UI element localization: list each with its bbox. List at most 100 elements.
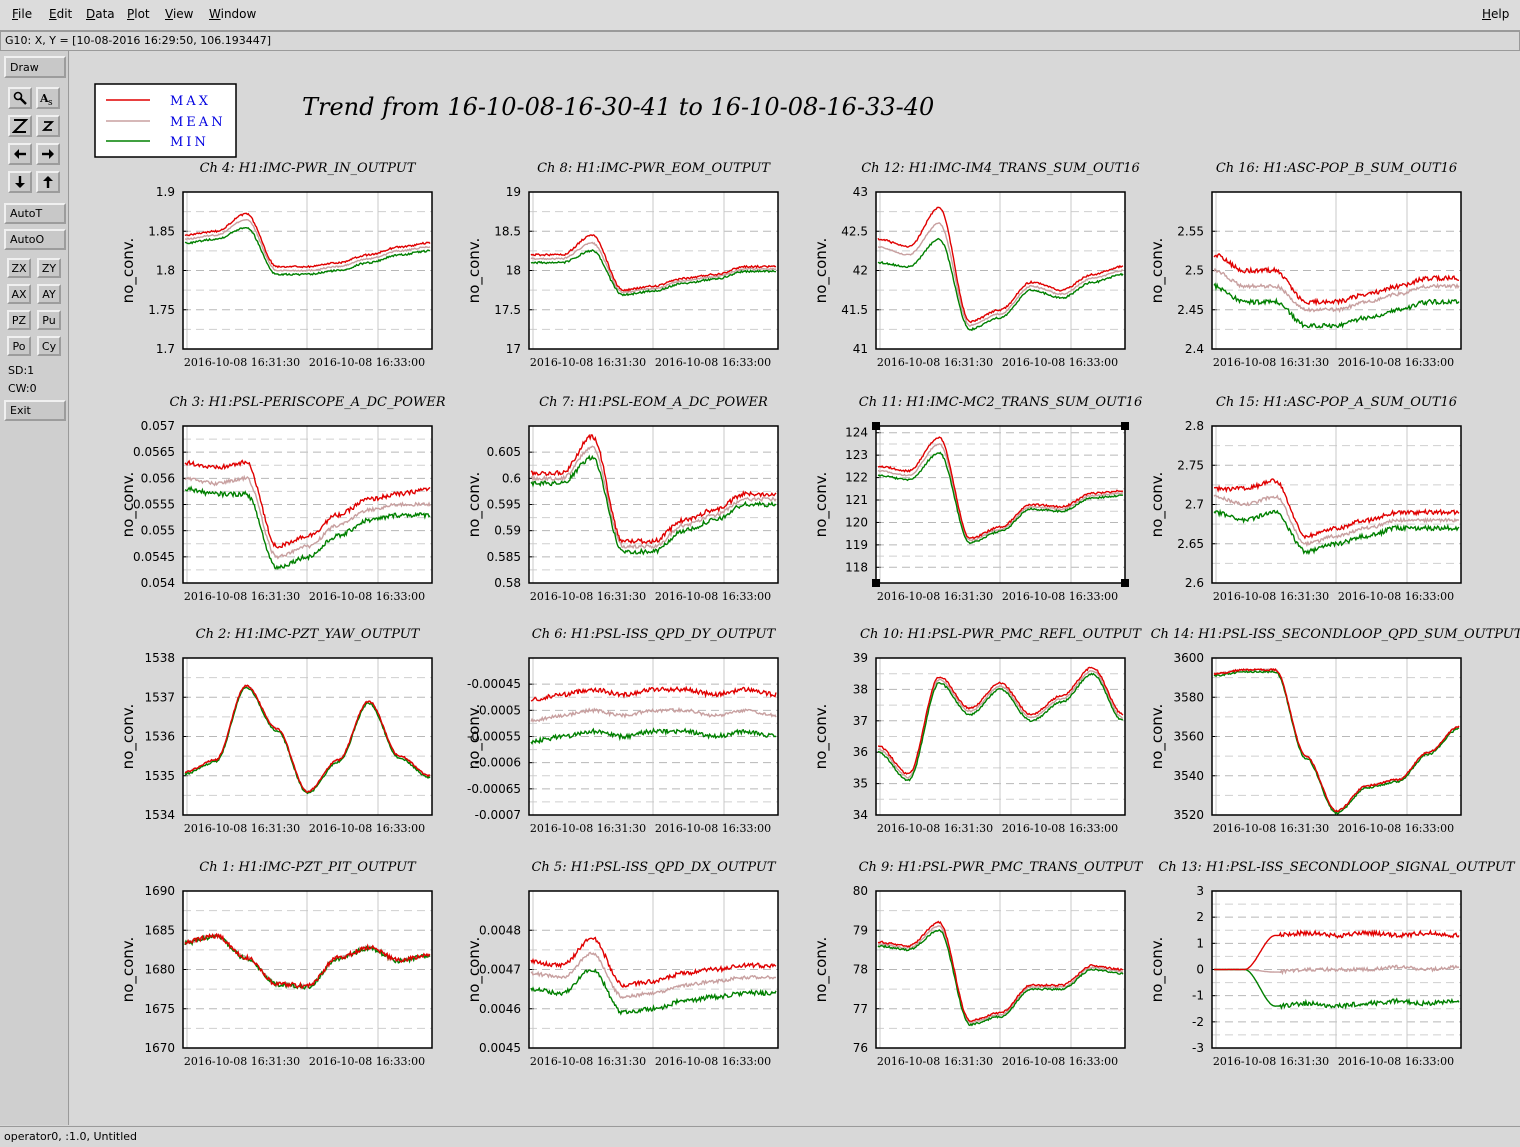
- plot-frame: [1211, 191, 1462, 350]
- plot-title: Ch 1: H1:IMC-PZT_PIT_OUTPUT: [199, 860, 417, 875]
- menu-window[interactable]: Window: [209, 7, 257, 21]
- x-tick-label: 2016-10-08 16:31:30: [184, 590, 300, 603]
- y-axis-label: no_conv.: [465, 937, 484, 1003]
- selection-handle[interactable]: [1121, 422, 1129, 430]
- pan-right-button[interactable]: [36, 143, 60, 165]
- exit-button[interactable]: Exit: [4, 400, 66, 421]
- y-axis-label: no_conv.: [119, 704, 138, 770]
- series-mean-line: [184, 218, 431, 273]
- zy-button[interactable]: ZY: [37, 258, 61, 278]
- x-tick-label: 2016-10-08 16:31:30: [877, 1055, 993, 1068]
- plot-panel[interactable]: Ch 4: H1:IMC-PWR_IN_OUTPUT 1.9 1.85 1.8 1.75…: [119, 161, 433, 369]
- plot-panel[interactable]: Ch 2: H1:IMC-PZT_YAW_OUTPUT 1538 1537 1536 1…: [119, 627, 433, 835]
- plot-frame: [528, 657, 779, 816]
- plot-panel[interactable]: Ch 7: H1:PSL-EOM_A_DC_POWER 0.605 0.6 0.595…: [465, 395, 779, 603]
- y-axis-label: no_conv.: [812, 937, 831, 1003]
- plot-panel[interactable]: Ch 9: H1:PSL-PWR_PMC_TRANS_OUTPUT 80 79 78 7…: [812, 860, 1144, 1068]
- y-tick-label: -0.00065: [467, 782, 521, 796]
- draw-button[interactable]: Draw: [4, 56, 66, 78]
- x-tick-label: 2016-10-08 16:33:00: [655, 590, 771, 603]
- plot-panel[interactable]: Ch 12: H1:IMC-IM4_TRANS_SUM_OUT16 43 42.5 4…: [812, 161, 1140, 369]
- series-max-line: [877, 666, 1124, 775]
- y-tick-label: 2: [1196, 910, 1204, 924]
- x-tick-label: 2016-10-08 16:31:30: [530, 356, 646, 369]
- pan-left-button[interactable]: [8, 143, 32, 165]
- y-tick-label: 78: [853, 963, 868, 977]
- x-tick-label: 2016-10-08 16:31:30: [1213, 356, 1329, 369]
- sd-status: SD:1: [8, 364, 35, 377]
- plot-frame: [875, 425, 1126, 584]
- plot-panel[interactable]: Ch 11: H1:IMC-MC2_TRANS_SUM_OUT16 124 123 1…: [812, 395, 1142, 603]
- x-tick-label: 2016-10-08 16:33:00: [655, 1055, 771, 1068]
- ay-button[interactable]: AY: [37, 284, 61, 304]
- series-max-line: [184, 684, 431, 793]
- y-tick-label: 1538: [144, 651, 175, 665]
- y-tick-label: 0: [1196, 963, 1204, 977]
- y-tick-label: 1.75: [148, 303, 175, 317]
- pu-button[interactable]: Pu: [37, 310, 61, 330]
- y-tick-label: 17.5: [494, 303, 521, 317]
- plot-panel[interactable]: Ch 1: H1:IMC-PZT_PIT_OUTPUT 1690 1685 1680 1…: [119, 860, 433, 1068]
- zx-button[interactable]: ZX: [7, 258, 31, 278]
- menu-data[interactable]: Data: [86, 7, 115, 21]
- zoom-z-large-icon: [12, 119, 28, 133]
- series-min-line: [877, 929, 1124, 1027]
- selection-handle[interactable]: [872, 579, 880, 587]
- series-min-line: [530, 454, 777, 556]
- pz-button[interactable]: PZ: [7, 310, 31, 330]
- autot-button[interactable]: AutoT: [4, 203, 66, 224]
- y-axis-label: no_conv.: [119, 472, 138, 538]
- cy-button[interactable]: Cy: [37, 336, 61, 356]
- series-min-line: [184, 226, 431, 277]
- pan-down-button[interactable]: [8, 171, 32, 193]
- series-mean-line: [530, 706, 777, 723]
- coordinate-readout-bar: G10: X, Y = [10-08-2016 16:29:50, 106.19…: [0, 31, 1520, 51]
- plot-panel[interactable]: Ch 13: H1:PSL-ISS_SECONDLOOP_SIGNAL_OUTP…: [1148, 860, 1516, 1068]
- po-button[interactable]: Po: [7, 336, 31, 356]
- selection-handle[interactable]: [872, 422, 880, 430]
- menu-plot[interactable]: Plot: [127, 7, 150, 21]
- plot-panel[interactable]: Ch 6: H1:PSL-ISS_QPD_DY_OUTPUT -0.00045 -0…: [465, 627, 779, 835]
- arrow-right-icon: [42, 149, 54, 159]
- plot-title: Ch 3: H1:PSL-PERISCOPE_A_DC_POWER: [169, 395, 445, 410]
- plot-panel[interactable]: Ch 10: H1:PSL-PWR_PMC_REFL_OUTPUT 39 38 37 3…: [812, 627, 1142, 835]
- y-tick-label: 1.8: [156, 264, 175, 278]
- y-tick-label: 41.5: [841, 303, 868, 317]
- plot-title: Ch 11: H1:IMC-MC2_TRANS_SUM_OUT16: [859, 395, 1142, 410]
- plot-title: Ch 16: H1:ASC-POP_B_SUM_OUT16: [1216, 161, 1457, 176]
- y-tick-label: 77: [853, 1002, 868, 1016]
- y-tick-label: 1.7: [156, 342, 175, 356]
- plot-frame: [182, 890, 433, 1049]
- y-tick-label: 0.59: [494, 524, 521, 538]
- menu-file[interactable]: File: [12, 7, 33, 21]
- plot-panel[interactable]: Ch 14: H1:PSL-ISS_SECONDLOOP_QPD_SUM_OUT…: [1148, 627, 1520, 835]
- menu-edit[interactable]: Edit: [49, 7, 73, 21]
- pointer-tool-button[interactable]: [8, 87, 32, 109]
- plot-panel[interactable]: Ch 5: H1:PSL-ISS_QPD_DX_OUTPUT 0.0048 0.00…: [465, 860, 779, 1068]
- plot-panel[interactable]: Ch 16: H1:ASC-POP_B_SUM_OUT16 2.55 2.5 2.45…: [1148, 161, 1462, 369]
- selection-handle[interactable]: [1121, 579, 1129, 587]
- menu-view[interactable]: View: [165, 7, 194, 21]
- zoom-in-button[interactable]: [8, 115, 32, 137]
- plot-title: Ch 13: H1:PSL-ISS_SECONDLOOP_SIGNAL_OUTP…: [1158, 860, 1515, 875]
- plot-panel[interactable]: Ch 3: H1:PSL-PERISCOPE_A_DC_POWER 0.057 0.…: [119, 395, 446, 603]
- y-axis-label: no_conv.: [1148, 937, 1167, 1003]
- menu-help[interactable]: Help: [1482, 7, 1510, 21]
- plot-title: Ch 4: H1:IMC-PWR_IN_OUTPUT: [200, 161, 417, 176]
- y-tick-label: 3580: [1173, 690, 1204, 704]
- series-max-line: [877, 206, 1124, 324]
- ax-button[interactable]: AX: [7, 284, 31, 304]
- x-tick-label: 2016-10-08 16:33:00: [309, 590, 425, 603]
- pan-up-button[interactable]: [36, 171, 60, 193]
- series-min-line: [877, 451, 1124, 545]
- plot-panel[interactable]: Ch 15: H1:ASC-POP_A_SUM_OUT16 2.8 2.75 2.7 2…: [1148, 395, 1462, 603]
- autoo-button[interactable]: AutoO: [4, 229, 66, 250]
- plot-canvas[interactable]: MAX MEAN MIN Trend from 16-10-08-16-30-41 t…: [70, 51, 1520, 1125]
- plot-frame: [528, 890, 779, 1049]
- zoom-out-button[interactable]: [36, 115, 60, 137]
- status-bar: operator0, :1.0, Untitled: [0, 1126, 1520, 1147]
- trend-plots: MAX MEAN MIN Trend from 16-10-08-16-30-41 t…: [94, 83, 1520, 1068]
- plot-panel[interactable]: Ch 8: H1:IMC-PWR_EOM_OUTPUT 19 18.5 18 17.5 1…: [465, 161, 779, 369]
- series-mean-line: [877, 670, 1124, 779]
